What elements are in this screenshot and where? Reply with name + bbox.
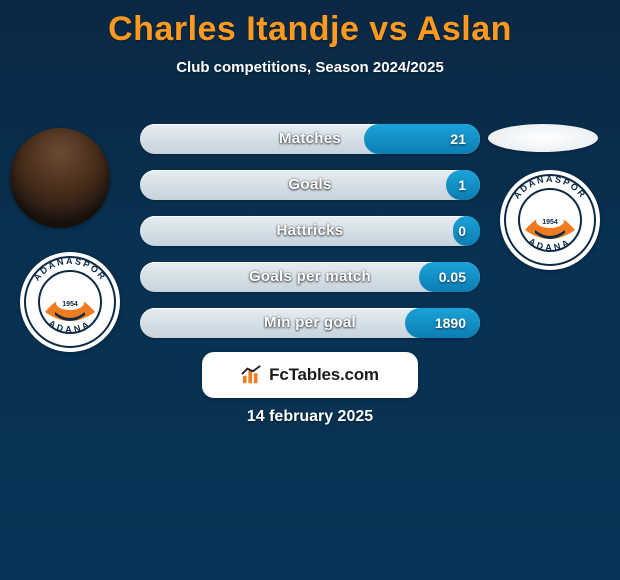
- page-subtitle: Club competitions, Season 2024/2025: [0, 59, 620, 76]
- stat-bar-label: Matches: [140, 124, 480, 154]
- date-text: 14 february 2025: [0, 408, 620, 426]
- stat-bar: Hattricks 0: [140, 216, 480, 246]
- club-badge-left: ADANASPOR ADANA 1954: [20, 252, 120, 352]
- stat-bar-label: Goals: [140, 170, 480, 200]
- bar-chart-icon: [241, 365, 263, 385]
- brand-link[interactable]: FcTables.com: [202, 352, 418, 398]
- stat-bar: Goals 1: [140, 170, 480, 200]
- stat-bar-label: Min per goal: [140, 308, 480, 338]
- stat-bar: Goals per match 0.05: [140, 262, 480, 292]
- svg-text:1954: 1954: [62, 301, 78, 308]
- club-badge-right: ADANASPOR ADANA 1954: [500, 170, 600, 270]
- stat-bar-label: Hattricks: [140, 216, 480, 246]
- svg-text:1954: 1954: [542, 219, 558, 226]
- stat-bar-value-right: 1890: [435, 308, 466, 338]
- brand-text: FcTables.com: [269, 365, 379, 385]
- stat-bar-value-right: 0: [458, 216, 466, 246]
- stat-bar-value-right: 21: [450, 124, 466, 154]
- stat-bar-value-right: 1: [458, 170, 466, 200]
- stat-bar-label: Goals per match: [140, 262, 480, 292]
- player-right-avatar: [488, 124, 598, 152]
- stat-bar-value-right: 0.05: [439, 262, 466, 292]
- stat-bars: Matches 21 Goals 1 Hattricks 0 Goals per…: [140, 124, 480, 354]
- stat-bar: Matches 21: [140, 124, 480, 154]
- page-title: Charles Itandje vs Aslan: [0, 0, 620, 49]
- player-left-avatar: [10, 128, 110, 228]
- stat-bar: Min per goal 1890: [140, 308, 480, 338]
